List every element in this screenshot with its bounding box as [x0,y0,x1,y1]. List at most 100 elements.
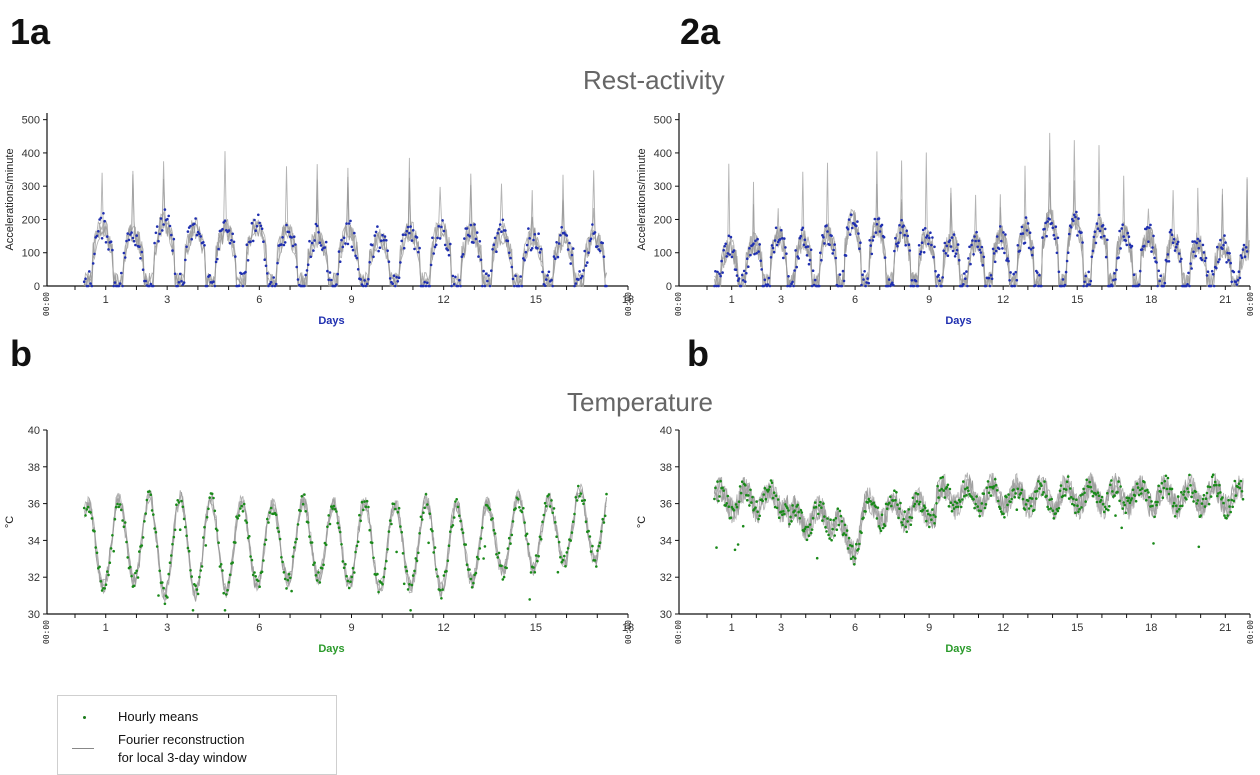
hourly-mean-point [918,252,922,256]
hourly-mean-point [1171,241,1175,244]
hourly-mean-point [418,532,421,535]
hourly-mean-point [446,248,450,252]
hourly-mean-point [1221,247,1224,251]
hourly-mean-point [202,241,205,244]
hourly-mean-point [1042,491,1045,494]
legend-line-label-2: for local 3-day window [118,750,247,765]
hourly-mean-point [491,248,494,251]
hourly-mean-point [1197,545,1201,549]
hourly-mean-point [1175,242,1179,246]
hourly-mean-point [186,230,190,233]
hourly-mean-point [734,268,738,272]
hourly-mean-point [782,256,785,260]
hourly-mean-point [434,243,438,247]
x-axis-title: Days [318,643,344,655]
hourly-mean-point [510,265,514,269]
hourly-mean-point [858,247,861,250]
hourly-mean-point [437,225,441,228]
hourly-mean-point [1215,483,1218,487]
hourly-mean-point [1143,244,1146,248]
hourly-mean-point [1221,496,1224,499]
hourly-mean-point [283,241,287,244]
hourly-mean-point [470,586,474,589]
hourly-mean-point [1242,243,1246,247]
hourly-mean-point [715,284,718,288]
hourly-mean-point [420,518,424,521]
hourly-mean-point [559,234,562,237]
hourly-mean-point [447,253,451,257]
hourly-mean-point [203,525,206,529]
hourly-mean-point [1118,229,1121,233]
hourly-mean-point [468,568,471,571]
hourly-mean-point [736,543,740,546]
hourly-mean-point [980,502,984,505]
hourly-mean-point [1063,494,1067,497]
hourly-mean-point [978,514,981,518]
hourly-mean-point [714,270,717,273]
hourly-mean-point [1075,498,1078,502]
hourly-mean-point [527,542,530,546]
hourly-mean-point [292,546,296,549]
hourly-mean-point [321,567,324,570]
hourly-mean-point [822,236,825,239]
hourly-mean-point [557,242,561,245]
hourly-mean-point [225,593,228,596]
hourly-mean-point [1082,284,1085,288]
hourly-mean-point [306,521,310,524]
hourly-mean-point [566,248,570,251]
hourly-mean-point [744,280,747,284]
hourly-mean-point [492,528,496,532]
hourly-mean-point [972,253,975,256]
hourly-mean-point [387,260,391,264]
hourly-mean-point [1062,487,1066,491]
hourly-mean-point [975,495,978,498]
hourly-mean-point [193,222,196,226]
hourly-mean-point [1065,480,1069,484]
hourly-mean-point [289,576,292,580]
hourly-mean-point [1107,508,1110,512]
hourly-mean-point [1147,491,1150,494]
hourly-mean-point [755,500,758,503]
hourly-mean-point [1043,480,1046,483]
hourly-mean-point [1016,487,1020,491]
hourly-mean-point [359,519,363,523]
hourly-mean-point [248,535,251,538]
hourly-mean-point [513,284,516,288]
hourly-mean-point [555,241,558,244]
hourly-mean-point [91,262,95,265]
hourly-mean-point [804,525,808,529]
hourly-mean-point [1149,223,1152,227]
hourly-mean-point [912,505,916,508]
hourly-mean-point [878,230,882,233]
hourly-mean-point [345,574,348,578]
hourly-mean-point [344,242,347,245]
hourly-mean-point [571,520,575,523]
hourly-mean-point [155,545,159,548]
hourly-mean-point [1111,284,1114,288]
hourly-mean-point [194,217,197,220]
hourly-mean-point [394,284,397,288]
hourly-mean-point [821,519,824,522]
hourly-mean-point [1026,499,1030,503]
hourly-mean-point [953,254,957,258]
hourly-mean-point [123,521,127,524]
hourly-mean-point [961,498,964,501]
hourly-mean-point [872,235,876,238]
hourly-mean-point [158,569,161,573]
hourly-mean-point [802,243,806,247]
hourly-mean-point [436,236,439,240]
x-origin-label: 00:00 [674,620,683,644]
hourly-mean-point [126,556,129,559]
hourly-mean-point [468,234,471,238]
hourly-mean-point [1219,491,1222,494]
hourly-mean-point [355,544,359,548]
hourly-mean-point [442,574,446,577]
hourly-mean-point [904,525,907,529]
hourly-mean-point [406,225,410,229]
hourly-mean-point [520,284,524,288]
hourly-mean-point [1039,482,1042,485]
hourly-mean-point [226,588,229,592]
hourly-mean-point [1175,510,1179,513]
hourly-mean-point [166,596,169,599]
hourly-mean-point [1102,510,1106,514]
